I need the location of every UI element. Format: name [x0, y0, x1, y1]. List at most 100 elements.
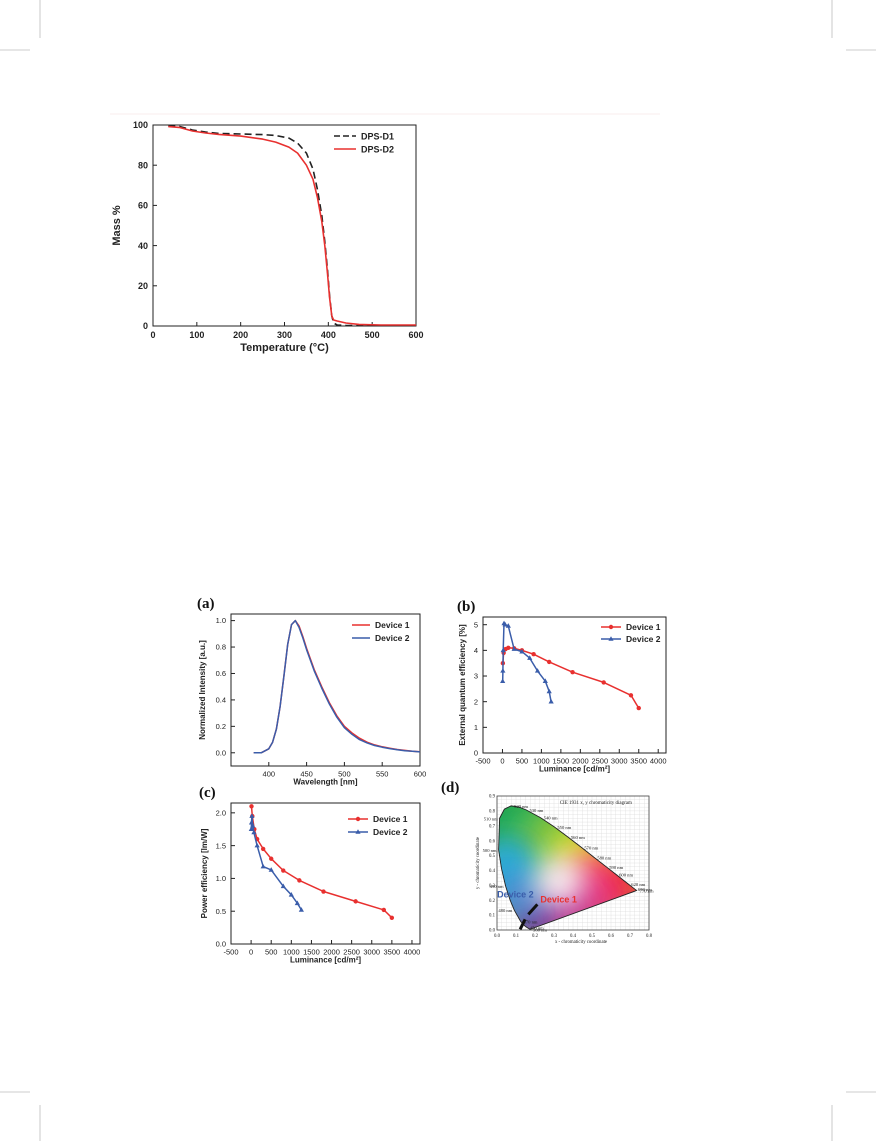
panel-label: (b) [457, 599, 475, 615]
cie-color-fill [498, 805, 637, 930]
cie-color-blob [533, 854, 586, 907]
data-point [260, 863, 266, 869]
x-tick-label: 2500 [591, 757, 608, 766]
wavelength-label: 510 nm [484, 816, 498, 821]
cie-color-blob [498, 837, 533, 889]
legend-marker [355, 829, 361, 834]
x-tick-label: 2000 [572, 757, 589, 766]
data-point [531, 652, 536, 657]
wavelength-label: 520 nm [514, 804, 528, 809]
device-points: Device 1 Device 2 [497, 889, 577, 931]
plot-frame [230, 802, 421, 945]
x-tick-label: 0.0 [494, 934, 501, 939]
x-tick-label: 400 [263, 770, 276, 779]
data-point [254, 842, 260, 848]
x-tick-label: 4000 [404, 948, 421, 957]
legend-marker [608, 636, 614, 641]
y-axis-label: Normalized Intensity [a.u.] [198, 640, 207, 740]
data-point [500, 668, 506, 673]
data-point [546, 688, 552, 694]
series-device-2 [248, 813, 304, 912]
x-tick-label: 0.6 [608, 934, 615, 939]
data-point [321, 889, 326, 894]
legend: DPS-D1 DPS-D2 [334, 131, 394, 154]
x-tick-label: 300 [277, 330, 292, 340]
plot-frame [496, 795, 650, 931]
y-tick-label: 5 [474, 620, 478, 629]
y-axis-label: Mass % [111, 205, 123, 246]
y-tick-label: 20 [138, 281, 148, 291]
x-tick-label: 0 [500, 757, 504, 766]
x-tick-label: 550 [376, 770, 389, 779]
series-dps-d2 [168, 125, 416, 326]
legend-marker [355, 816, 361, 822]
legend-label: DPS-D2 [361, 144, 394, 154]
data-point [527, 655, 533, 660]
device-1-marker [527, 903, 539, 916]
chart-3: -500 0 500 1000 1500 2000 2500 3000 3500 4000 0.0 0… [199, 785, 421, 965]
series-device-2 [500, 620, 554, 704]
data-point [353, 899, 358, 904]
x-tick-label: 0.1 [513, 934, 520, 939]
data-point [298, 907, 304, 912]
data-point [542, 678, 548, 683]
x-axis-label: Wavelength [nm] [293, 778, 357, 787]
chart-title: CIE 1931 x, y chromaticity diagram [560, 801, 632, 806]
y-tick-label: 1 [474, 723, 478, 732]
x-tick-label: 1500 [553, 757, 570, 766]
chart-1: 400 450 500 550 600 0.0 0.2 0.4 0.6 0.8 1.0 Wavelen… [197, 596, 426, 787]
y-tick-label: 0.6 [489, 839, 496, 844]
wavelength-label: 650 nm [638, 887, 652, 892]
legend-marker [608, 624, 614, 630]
y-tick-label: 0.0 [216, 940, 226, 949]
y-tick-label: 4 [474, 646, 478, 655]
data-point [294, 900, 300, 906]
data-point [570, 669, 575, 675]
data-point [546, 659, 552, 665]
data-point [288, 892, 294, 897]
x-tick-label: 0.7 [627, 934, 634, 939]
data-point [297, 878, 302, 883]
x-tick-label: -500 [475, 757, 490, 766]
x-tick-label: 0.5 [589, 934, 596, 939]
panel-label: (c) [199, 785, 216, 801]
y-tick-label: 0.3 [489, 884, 496, 889]
x-tick-label: 2000 [323, 948, 340, 957]
series-device-1 [500, 645, 641, 711]
y-tick-label: 0.0 [489, 929, 496, 934]
wavelength-label: 480 nm [498, 908, 512, 913]
device-2-marker [518, 918, 527, 931]
device-2-label: Device 2 [497, 889, 534, 899]
wavelength-label: 450 nm [530, 925, 544, 930]
data-point [534, 668, 541, 673]
y-tick-label: 0.6 [216, 669, 226, 678]
x-tick-label: 0 [150, 330, 155, 340]
wavelength-label: 540 nm [544, 816, 558, 821]
legend-label: Device 2 [373, 827, 408, 837]
wavelength-label: 550 nm [557, 825, 571, 830]
data-point [381, 907, 387, 913]
data-point [269, 856, 274, 861]
legend-label: DPS-D1 [361, 131, 394, 141]
x-tick-label: 600 [408, 330, 423, 340]
data-point [502, 621, 508, 627]
series-line [168, 125, 416, 326]
y-tick-label: 1.5 [216, 841, 226, 850]
data-point [506, 645, 511, 650]
data-point [548, 698, 554, 704]
x-tick-label: 1000 [283, 948, 300, 957]
series-line [250, 806, 393, 919]
y-axis-label: External quantum efficiency [%] [458, 624, 467, 746]
legend-label: Device 1 [626, 622, 661, 632]
data-point [248, 826, 254, 832]
series-dps-d1 [168, 125, 416, 327]
y-tick-label: 0.5 [216, 907, 226, 916]
wavelength-label: 570 nm [584, 845, 598, 850]
legend: Device 1 Device 2 [352, 620, 410, 643]
y-tick-label: 100 [133, 120, 148, 130]
data-point [268, 867, 274, 872]
x-tick-label: 3500 [630, 757, 647, 766]
x-tick-label: 0.2 [532, 934, 539, 939]
x-tick-label: 3000 [363, 948, 380, 957]
